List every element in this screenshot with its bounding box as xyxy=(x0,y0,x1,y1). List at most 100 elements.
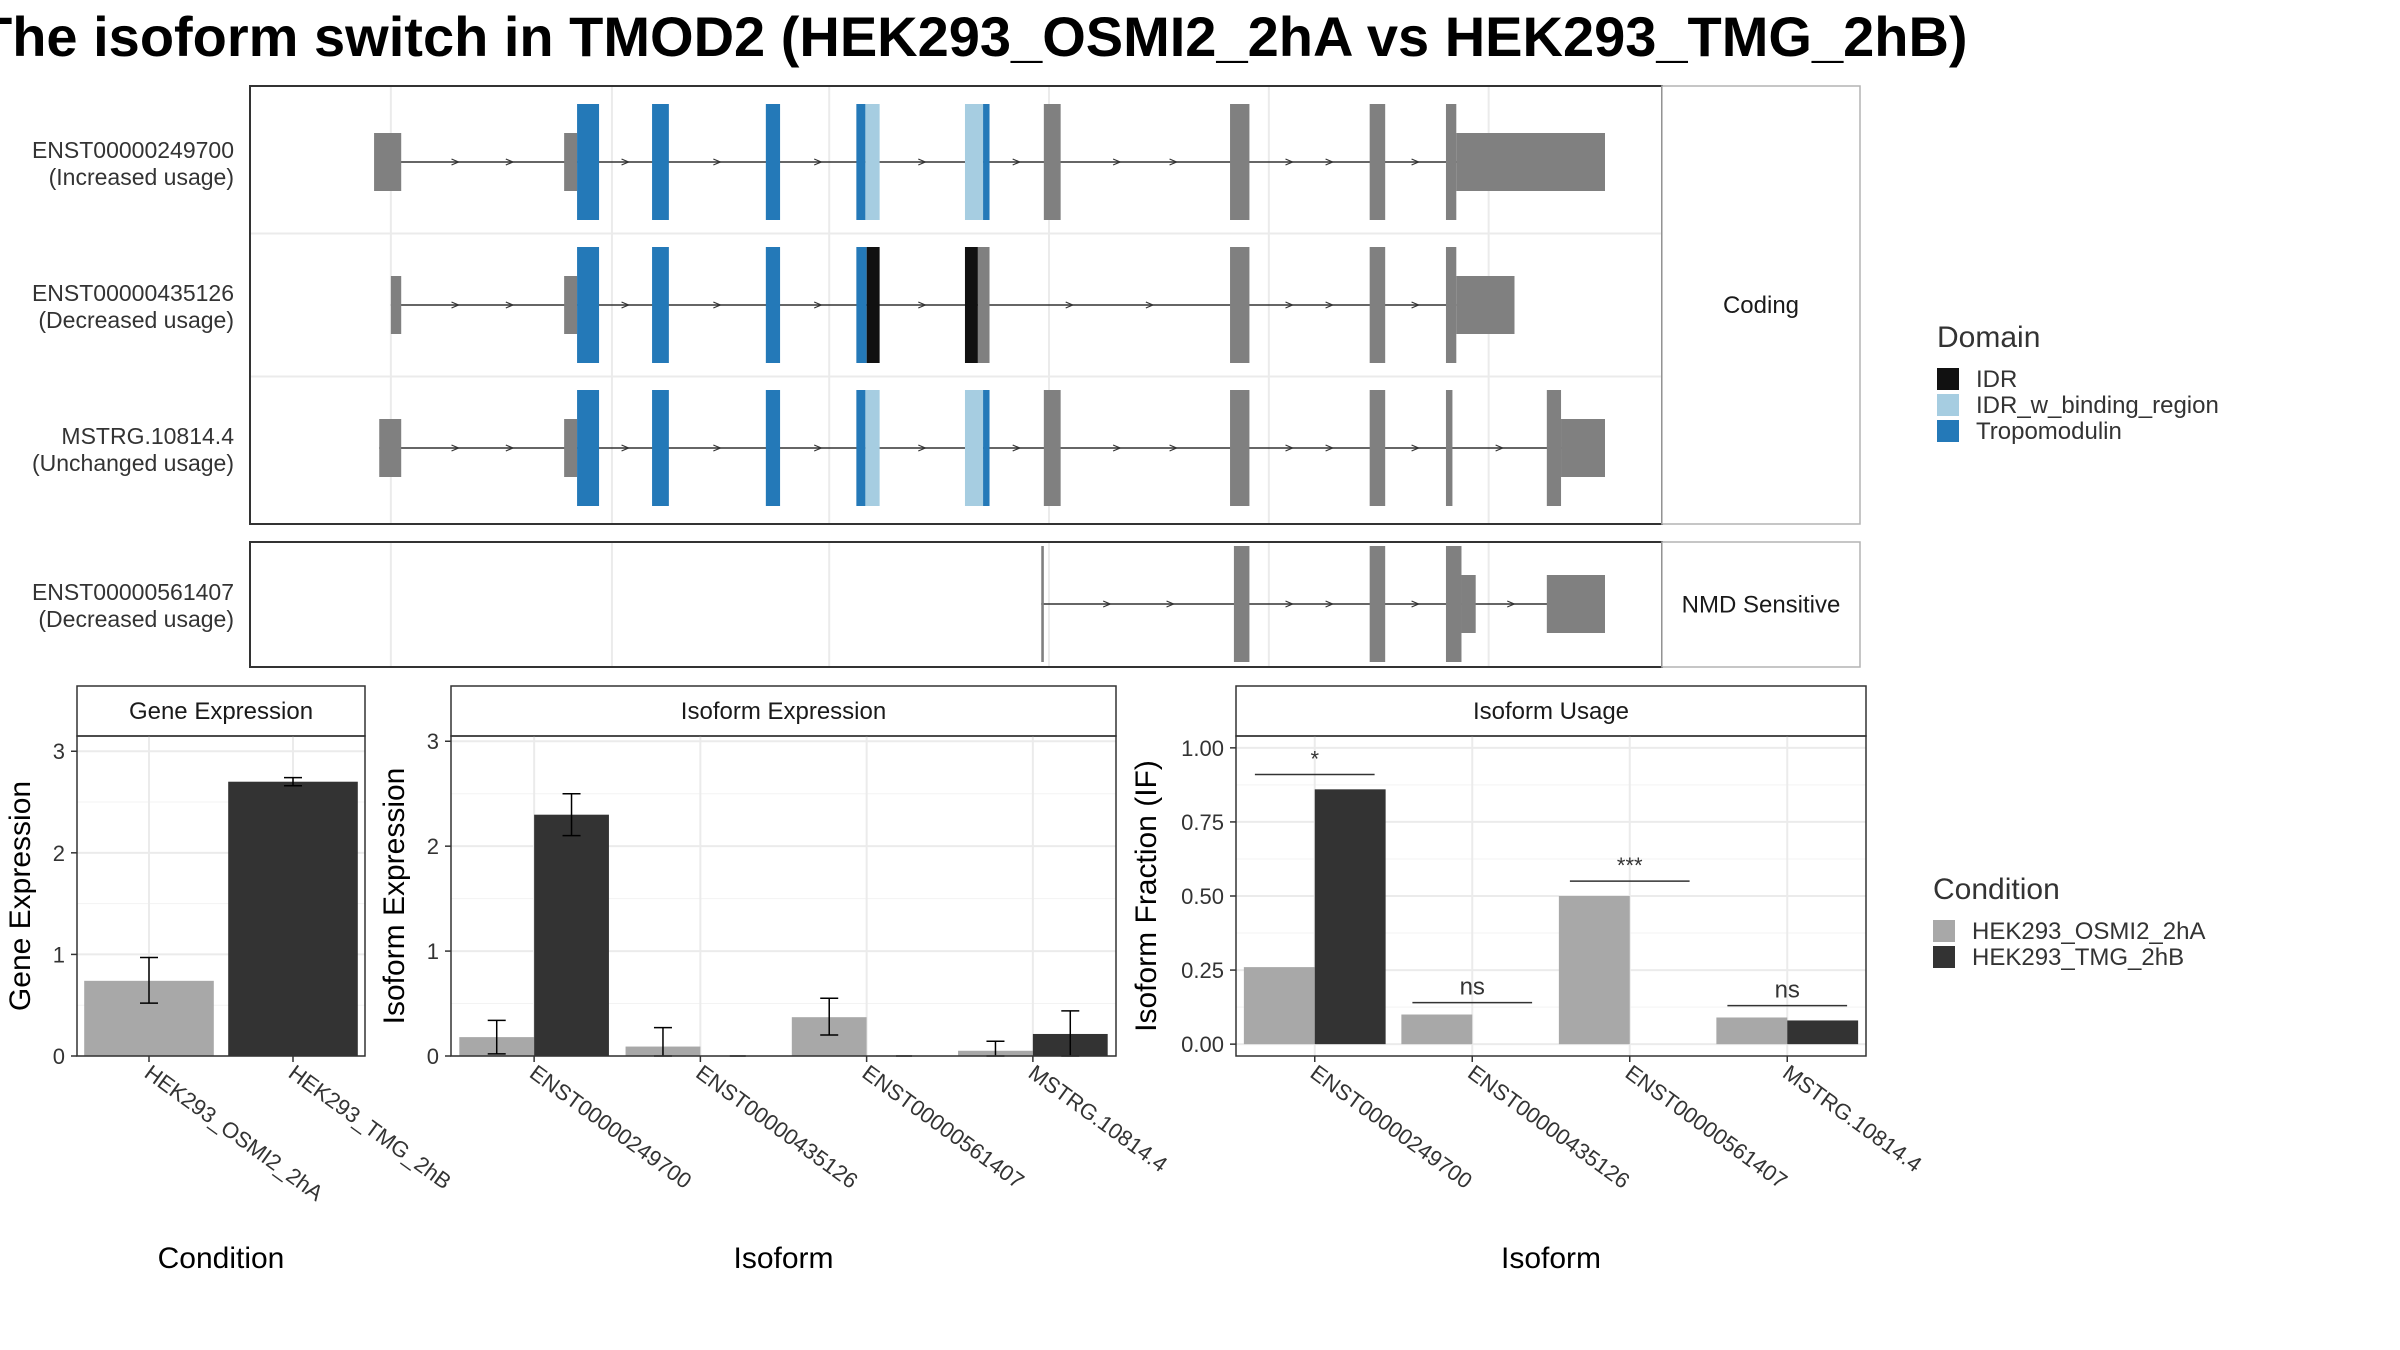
exon xyxy=(1456,133,1605,191)
exon xyxy=(564,133,578,191)
exon xyxy=(1233,546,1250,662)
chart-frame xyxy=(1235,735,1867,1057)
chart-strip xyxy=(450,685,1117,737)
intron-direction-arrow xyxy=(713,301,722,309)
intron-direction-arrow xyxy=(1012,158,1022,166)
panel-strip xyxy=(1661,541,1861,668)
exon-domain-Tropomodulin xyxy=(765,390,781,506)
exon xyxy=(374,133,402,191)
transcript-usage-label: (Unchanged usage) xyxy=(32,450,234,476)
legends: Domain IDRIDR_w_binding_regionTropomoduli… xyxy=(1933,321,2219,971)
intron-direction-arrow xyxy=(451,158,461,166)
intron-direction-arrow xyxy=(918,444,927,452)
y-tick-label: 0.25 xyxy=(1181,958,1224,983)
intron-direction-arrow xyxy=(1166,600,1176,608)
y-tick-label: 2 xyxy=(427,834,439,859)
exon xyxy=(564,276,578,334)
domain-legend-label: IDR_w_binding_region xyxy=(1976,392,2219,419)
exon xyxy=(1456,276,1515,334)
x-tick-label: ENST00000561407 xyxy=(1621,1060,1792,1194)
panel-strip xyxy=(1661,85,1861,525)
x-tick-label: ENST00000435126 xyxy=(691,1060,862,1194)
exon-domain-Tropomodulin xyxy=(765,247,781,363)
bar xyxy=(1558,896,1630,1045)
y-axis-title: Isoform Fraction (IF) xyxy=(1130,760,1163,1032)
exon xyxy=(1546,390,1562,506)
transcript-structure-panel: Coding NMD Sensitive ENST00000249700(Incre… xyxy=(32,85,1861,668)
intron-direction-arrow xyxy=(1112,158,1122,166)
exon-domain-IDR_w_binding_region xyxy=(964,104,984,220)
intron-direction-arrow xyxy=(918,301,927,309)
exon-domain-IDR_w_binding_region xyxy=(964,390,984,506)
intron-direction-arrow xyxy=(505,444,515,452)
exon-domain-Tropomodulin xyxy=(765,104,781,220)
intron-direction-arrow xyxy=(1112,444,1122,452)
x-tick-label: MSTRG.10814.4 xyxy=(1778,1060,1926,1177)
y-tick-label: 0 xyxy=(53,1044,65,1069)
exon xyxy=(1546,575,1605,633)
y-tick-label: 1.00 xyxy=(1181,736,1224,761)
transcript-id-label: MSTRG.10814.4 xyxy=(61,423,234,449)
x-tick-label: ENST00000561407 xyxy=(858,1060,1029,1194)
y-tick-label: 0.50 xyxy=(1181,884,1224,909)
exon-domain-Tropomodulin xyxy=(652,104,669,220)
condition-legend-label: HEK293_OSMI2_2hA xyxy=(1972,918,2205,945)
exon xyxy=(390,276,402,334)
exon-domain-Tropomodulin xyxy=(856,247,867,363)
exon xyxy=(1445,104,1457,220)
exon xyxy=(1230,247,1250,363)
domain-legend-label: IDR xyxy=(1976,366,2017,393)
exon xyxy=(1043,104,1061,220)
exon-domain-Tropomodulin xyxy=(856,390,866,506)
exon-domain-Tropomodulin xyxy=(577,247,600,363)
exon-domain-IDR_w_binding_region xyxy=(865,104,880,220)
x-tick-label: ENST00000249700 xyxy=(1306,1060,1477,1194)
chart-frame xyxy=(450,735,1117,1057)
chart-title: Isoform Usage xyxy=(1473,698,1629,725)
condition-legend-label: HEK293_TMG_2hB xyxy=(1972,944,2184,971)
intron-direction-arrow xyxy=(505,301,515,309)
transcript-usage-label: (Decreased usage) xyxy=(38,307,234,333)
bar xyxy=(1787,1020,1859,1045)
x-axis-title: Isoform xyxy=(1501,1242,1601,1275)
intron-direction-arrow xyxy=(1325,600,1335,608)
chart-frame xyxy=(76,735,366,1057)
y-tick-label: 2 xyxy=(53,841,65,866)
significance-label: ns xyxy=(1775,977,1800,1004)
intron-direction-arrow xyxy=(1325,301,1335,309)
y-tick-label: 0 xyxy=(427,1044,439,1069)
y-tick-label: 3 xyxy=(427,729,439,754)
intron-direction-arrow xyxy=(713,444,722,452)
coding-strip-label: Coding xyxy=(1723,292,1799,319)
intron-direction-arrow xyxy=(621,158,631,166)
exon xyxy=(379,419,402,477)
x-tick-label: ENST00000435126 xyxy=(1463,1060,1634,1194)
x-axis-title: Condition xyxy=(158,1242,285,1275)
exon xyxy=(1461,575,1476,633)
y-tick-label: 1 xyxy=(53,942,65,967)
transcript-id-label: ENST00000561407 xyxy=(32,579,234,605)
intron-direction-arrow xyxy=(1065,301,1075,309)
y-axis-title: Isoform Expression xyxy=(378,768,411,1025)
intron-direction-arrow xyxy=(451,301,461,309)
intron-direction-arrow xyxy=(918,158,927,166)
exon-domain-Tropomodulin xyxy=(577,104,600,220)
intron-direction-arrow xyxy=(621,444,631,452)
exon-domain-Tropomodulin xyxy=(983,390,990,506)
exon-domain-Tropomodulin xyxy=(856,104,866,220)
intron-direction-arrow xyxy=(1495,444,1505,452)
domain-legend-label: Tropomodulin xyxy=(1976,418,2122,445)
y-tick-label: 3 xyxy=(53,739,65,764)
x-axis-title: Isoform xyxy=(733,1242,833,1275)
legend-swatch-HEK293_OSMI2_2hA xyxy=(1933,920,1955,942)
intron-direction-arrow xyxy=(1411,158,1421,166)
bar xyxy=(1716,1017,1788,1045)
expression-charts: Gene Expression0123HEK293_OSMI2_2hAHEK29… xyxy=(4,685,1927,1275)
intron-direction-arrow xyxy=(713,158,722,166)
significance-label: ns xyxy=(1460,974,1485,1001)
exon xyxy=(1230,390,1250,506)
intron-direction-arrow xyxy=(1285,600,1295,608)
significance-label: * xyxy=(1310,747,1319,772)
intron-direction-arrow xyxy=(1507,600,1516,608)
